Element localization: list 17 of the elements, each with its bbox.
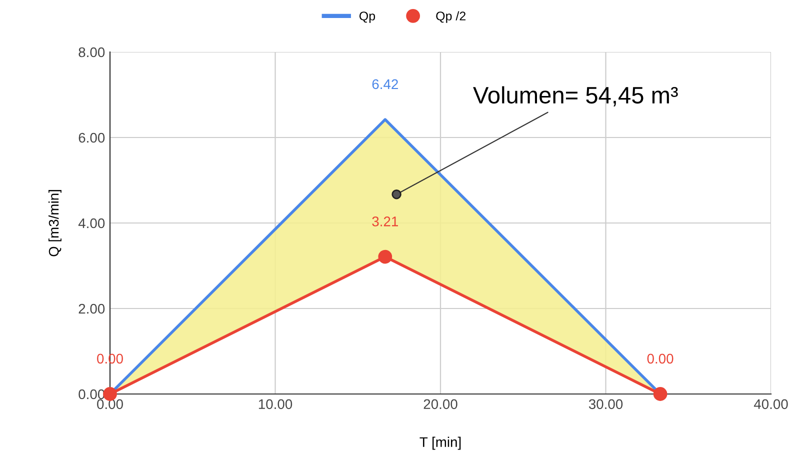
x-tick-label: 30.00 xyxy=(588,399,623,410)
x-tick-label: 0.00 xyxy=(97,399,123,410)
y-axis-title: Q [m3/min] xyxy=(48,190,62,256)
y-tick-label: 6.00 xyxy=(78,132,105,143)
data-label: 3.21 xyxy=(372,216,398,226)
y-tick-label: 8.00 xyxy=(78,47,105,58)
x-axis-title: T [min] xyxy=(420,436,461,450)
x-tick-label: 20.00 xyxy=(424,399,458,410)
x-tick-label: 10.00 xyxy=(258,399,292,410)
legend-label: Qp xyxy=(359,12,376,23)
x-tick-label: 40.00 xyxy=(754,399,788,410)
y-tick-label: 4.00 xyxy=(78,218,105,228)
data-label: 6.42 xyxy=(372,79,398,90)
legend-label: Qp /2 xyxy=(436,11,466,23)
data-label: 0.00 xyxy=(647,354,674,364)
annotation: Volumen= 54,45 m³ xyxy=(473,86,678,106)
y-tick-label: 2.00 xyxy=(78,304,105,314)
